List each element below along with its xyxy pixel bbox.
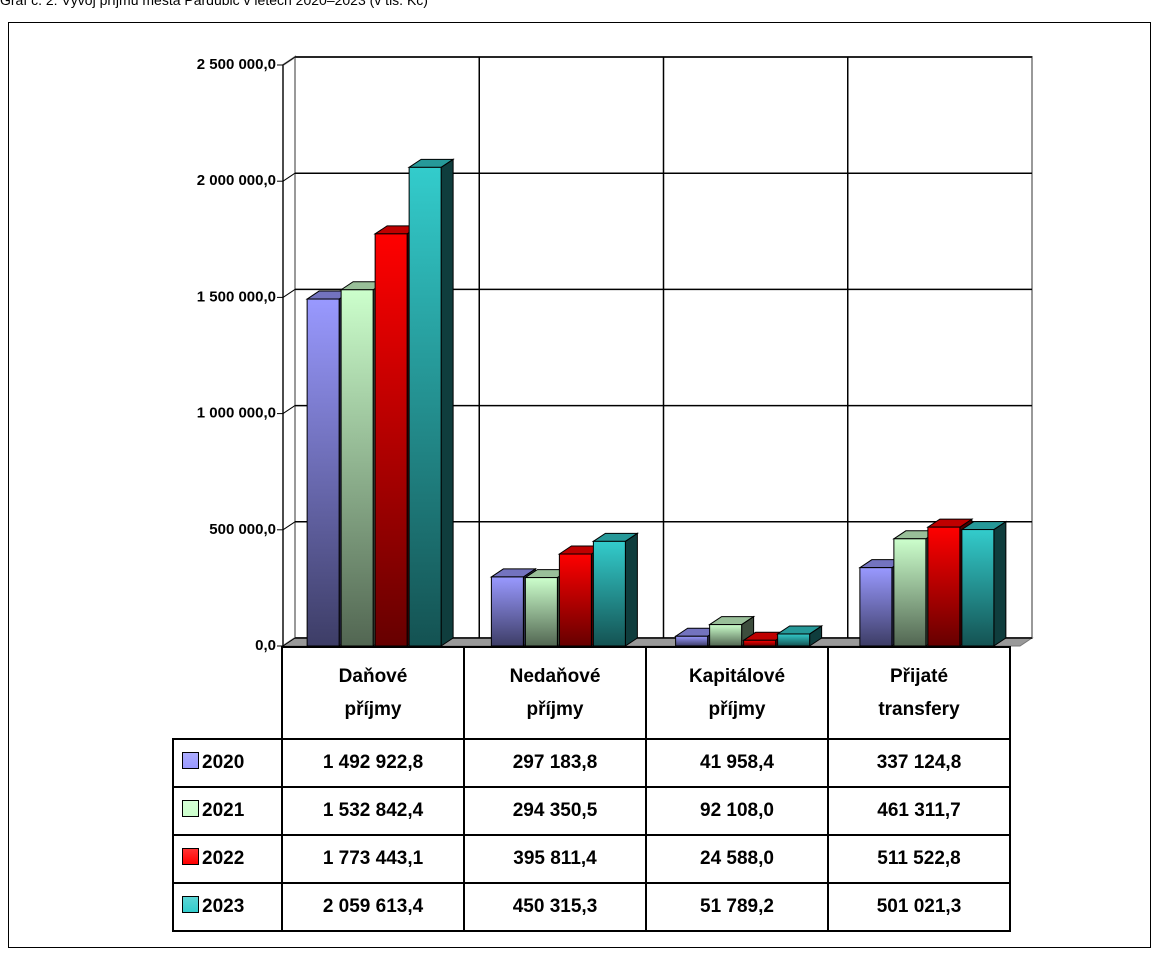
legend-cell: 2020 — [172, 738, 283, 788]
legend-label: 2023 — [202, 896, 245, 917]
data-table: Daňové příjmy Nedaňové příjmy Kapitálové p… — [172, 646, 1011, 932]
legend-cell: 2021 — [172, 786, 283, 836]
legend-swatch — [182, 752, 199, 769]
bar — [374, 233, 408, 647]
bar — [743, 639, 777, 647]
category-label: Nedaňové příjmy — [463, 646, 647, 740]
value-label: 450 315,3 — [463, 882, 647, 932]
y-tick-label: 1 000 000,0 — [197, 405, 276, 422]
bar — [709, 624, 743, 647]
value-label: 1 532 842,4 — [281, 786, 465, 836]
legend-swatch — [182, 848, 199, 865]
series-row: 2023 2 059 613,4 450 315,3 51 789,2 501 021,… — [172, 882, 1011, 932]
value-label: 461 311,7 — [827, 786, 1011, 836]
bar — [592, 540, 626, 647]
y-tick-label: 2 000 000,0 — [197, 172, 276, 189]
y-tick-label: 2 500 000,0 — [197, 56, 276, 73]
bar — [927, 526, 961, 647]
value-label: 1 492 922,8 — [281, 738, 465, 788]
header-row: Daňové příjmy Nedaňové příjmy Kapitálové p… — [173, 646, 1011, 740]
legend-cell: 2023 — [172, 882, 283, 932]
series-row: 2021 1 532 842,4 294 350,5 92 108,0 461 311,… — [172, 786, 1011, 836]
category-label: Přijaté transfery — [827, 646, 1011, 740]
tick-diagonal — [282, 405, 296, 415]
legend-cell: 2022 — [172, 834, 283, 884]
value-label: 41 958,4 — [645, 738, 829, 788]
bar — [893, 538, 927, 647]
value-label: 2 059 613,4 — [281, 882, 465, 932]
bar-side — [440, 158, 454, 647]
category-label: Kapitálové příjmy — [645, 646, 829, 740]
tick-diagonal — [282, 637, 296, 647]
value-label: 501 021,3 — [827, 882, 1011, 932]
bar — [777, 633, 811, 647]
category-label: Daňové příjmy — [281, 646, 465, 740]
bar — [675, 635, 709, 647]
chart-title: Graf č. 2: Vývoj příjmů města Pardubic v… — [0, 0, 428, 8]
series-row: 2022 1 773 443,1 395 811,4 24 588,0 511 522,… — [172, 834, 1011, 884]
series-row: 2020 1 492 922,8 297 183,8 41 958,4 337 124,… — [172, 738, 1011, 788]
tick-diagonal — [282, 172, 296, 182]
tick-diagonal — [282, 521, 296, 531]
bar — [524, 577, 558, 647]
legend-swatch — [182, 896, 199, 913]
tick-diagonal — [282, 288, 296, 298]
legend-swatch — [182, 800, 199, 817]
value-label: 1 773 443,1 — [281, 834, 465, 884]
value-label: 337 124,8 — [827, 738, 1011, 788]
bar — [490, 576, 524, 647]
value-label: 92 108,0 — [645, 786, 829, 836]
bar — [408, 166, 442, 647]
bar-side — [993, 520, 1007, 647]
blank-cell — [173, 647, 283, 740]
value-label: 297 183,8 — [463, 738, 647, 788]
bar — [961, 529, 995, 647]
y-tick-label: 1 500 000,0 — [197, 288, 276, 305]
value-label: 24 588,0 — [645, 834, 829, 884]
value-label: 395 811,4 — [463, 834, 647, 884]
chart-frame — [8, 22, 1151, 948]
bar — [558, 553, 592, 647]
value-label: 294 350,5 — [463, 786, 647, 836]
side-wall — [282, 55, 296, 648]
legend-label: 2022 — [202, 848, 245, 869]
y-tick-label: 500 000,0 — [209, 521, 276, 538]
bar — [340, 289, 374, 647]
bar-side — [624, 532, 638, 647]
bar — [306, 298, 340, 647]
legend-label: 2021 — [202, 800, 245, 821]
legend-label: 2020 — [202, 752, 245, 773]
value-label: 511 522,8 — [827, 834, 1011, 884]
tick-diagonal — [282, 56, 296, 66]
bar — [859, 567, 893, 647]
value-label: 51 789,2 — [645, 882, 829, 932]
